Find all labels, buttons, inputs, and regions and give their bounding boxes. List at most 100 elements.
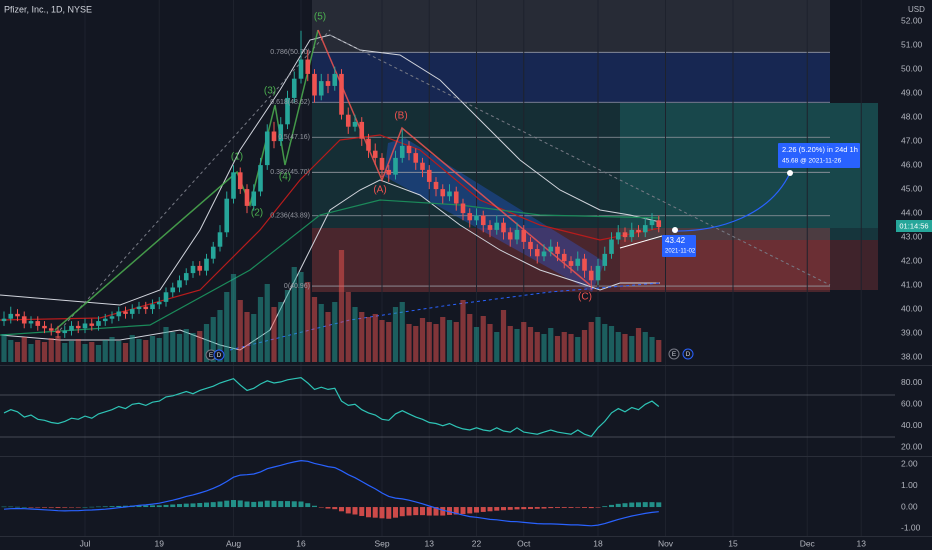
- histogram-bar: [62, 507, 68, 508]
- histogram-bar: [501, 507, 506, 511]
- volume-bar: [656, 340, 662, 362]
- candle-body: [440, 189, 446, 197]
- candle-body: [447, 191, 452, 197]
- fib-zone: [312, 52, 830, 103]
- histogram-bar: [588, 507, 594, 509]
- volume-bar: [264, 284, 270, 362]
- candle-body: [264, 131, 270, 166]
- projection-start: [672, 227, 678, 233]
- x-tick-label: Aug: [226, 538, 241, 548]
- candle-body: [224, 198, 230, 233]
- histogram-bar: [372, 507, 378, 518]
- fib-label: 0.5(47.16): [278, 134, 310, 141]
- histogram-bar: [291, 501, 297, 508]
- histogram-bar: [150, 505, 155, 508]
- wedge-line: [619, 235, 663, 249]
- candle-body: [35, 321, 41, 326]
- volume-bar: [318, 304, 324, 362]
- candle-body: [345, 114, 351, 127]
- histogram-bar: [615, 503, 621, 508]
- volume-bar: [62, 343, 68, 362]
- histogram-bar: [622, 503, 628, 508]
- wave-correction: [317, 29, 591, 286]
- volume-bar: [406, 324, 412, 362]
- wave-label: (3): [264, 86, 276, 97]
- y-tick-label: 42.00: [901, 255, 923, 265]
- histogram-bar: [109, 506, 115, 508]
- volume-bar: [581, 330, 588, 362]
- candle-body: [386, 169, 392, 175]
- histogram-bar: [89, 506, 95, 508]
- callouts: 01:14:56 43.42 2021-11-02 2.26 (5.20%) i…: [662, 143, 932, 257]
- volume-bar: [176, 334, 183, 362]
- range-box: [312, 0, 830, 52]
- y-tick-label: 43.00: [901, 231, 923, 241]
- histogram-bar: [541, 507, 547, 509]
- volume-bar: [507, 326, 513, 362]
- projection-callout: [778, 143, 860, 168]
- candle-body: [582, 258, 587, 271]
- y-tick-label: 44.00: [901, 207, 923, 217]
- current-price: 43.42: [665, 236, 686, 245]
- histogram-bar: [649, 502, 655, 508]
- candle-body: [210, 246, 216, 259]
- histogram-bar: [82, 507, 88, 508]
- candle-body: [75, 325, 81, 329]
- candle-body: [379, 157, 385, 170]
- candle-body: [433, 181, 439, 190]
- volume-bar: [224, 292, 230, 362]
- volume-bar: [95, 345, 102, 362]
- candle-body: [271, 131, 277, 142]
- y-tick-label: 48.00: [901, 111, 923, 121]
- candle-body: [528, 241, 533, 250]
- fib-label: 0.382(45.70): [270, 169, 310, 176]
- histogram-bar: [251, 501, 257, 508]
- volume-bar: [473, 327, 480, 362]
- volume-bar: [635, 328, 642, 362]
- volume-bar: [102, 340, 108, 362]
- fib-label: 0.786(50.70): [270, 49, 310, 56]
- candle-body: [352, 121, 358, 127]
- volume-bar: [494, 332, 500, 362]
- volume-bar: [271, 307, 277, 362]
- volume-bar: [237, 300, 243, 362]
- histogram-bar: [258, 501, 263, 508]
- candle-body: [426, 169, 432, 182]
- volume-bar: [433, 324, 439, 362]
- projection-change: 2.26 (5.20%) in 24d 1h: [782, 145, 858, 154]
- x-tick-label: 22: [472, 538, 482, 548]
- volume-bar: [554, 336, 561, 362]
- histogram-bar: [406, 507, 412, 516]
- volume-bar: [534, 332, 540, 362]
- y-tick-label: 80.00: [901, 377, 923, 387]
- labels: 0.786(50.70) 0.618(48.62) 0.5(47.16) 0.382(…: [205, 12, 694, 361]
- candle-body: [163, 292, 169, 302]
- chart-title: Pfizer, Inc., 1D, NYSE: [4, 4, 92, 14]
- candle-body: [69, 325, 74, 331]
- volume-bar: [629, 336, 635, 362]
- volume-bar: [21, 337, 27, 362]
- histogram-bar: [48, 507, 54, 508]
- fib-label: 0(40.96): [284, 283, 310, 290]
- volume-bar: [129, 335, 135, 362]
- y-tick-label: 2.00: [901, 459, 918, 469]
- y-tick-label: 45.00: [901, 183, 923, 193]
- volume-bar: [480, 316, 486, 362]
- y-tick-label: 60.00: [901, 399, 923, 409]
- fib-label: 0.236(43.89): [270, 213, 310, 220]
- candle-body: [136, 306, 142, 310]
- y-tick-label: 46.00: [901, 159, 923, 169]
- histogram-bar: [204, 502, 209, 508]
- candle-body: [420, 162, 425, 170]
- histogram-bar: [318, 507, 324, 508]
- band-lower: [0, 179, 660, 351]
- volume-bar: [615, 332, 621, 362]
- volume-bar: [190, 333, 196, 362]
- candle-body: [501, 222, 506, 233]
- candle-body: [453, 191, 459, 204]
- candle-body: [494, 222, 500, 230]
- histogram-bar: [21, 507, 27, 508]
- volume-bar: [55, 336, 61, 362]
